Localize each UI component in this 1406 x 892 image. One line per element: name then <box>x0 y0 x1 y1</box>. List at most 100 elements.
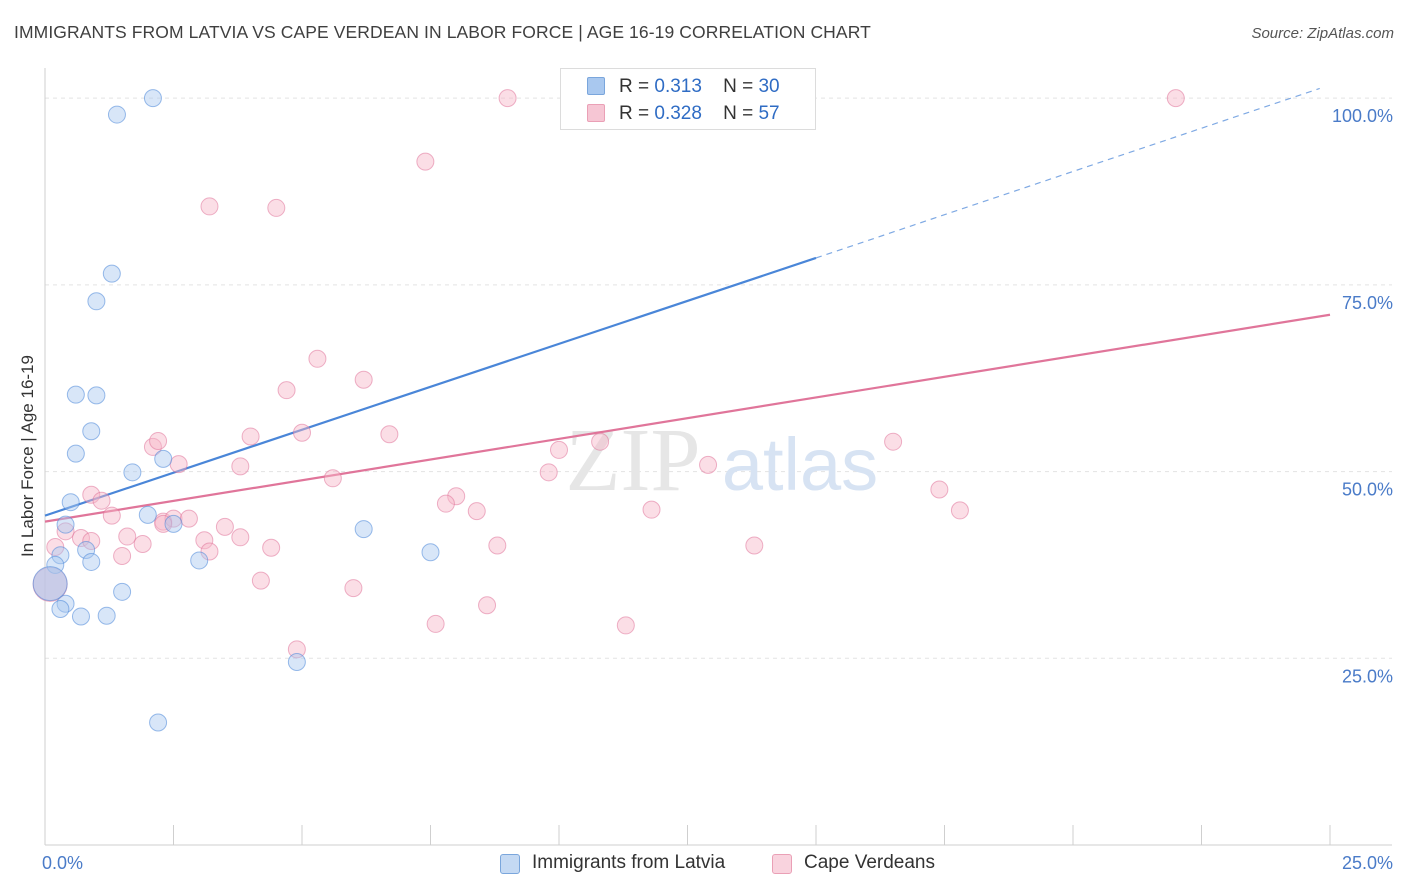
data-point-latvia[interactable] <box>71 607 90 626</box>
data-point-cape-verdean[interactable] <box>488 536 507 555</box>
data-point-cape-verdean[interactable] <box>149 431 168 450</box>
gridlines <box>45 97 1392 659</box>
data-point-cape-verdean[interactable] <box>231 457 250 476</box>
data-point-latvia[interactable] <box>149 713 168 732</box>
data-point-latvia[interactable] <box>66 385 85 404</box>
data-point-latvia[interactable] <box>287 653 306 672</box>
data-point-latvia[interactable] <box>61 493 80 512</box>
data-point-cape-verdean[interactable] <box>241 427 260 446</box>
source-credit: Source: ZipAtlas.com <box>1251 25 1394 42</box>
data-point-cape-verdean[interactable] <box>550 440 568 459</box>
data-point-cape-verdean[interactable] <box>56 522 75 541</box>
data-point-cape-verdean[interactable] <box>113 546 132 565</box>
data-point-latvia[interactable] <box>77 540 96 559</box>
data-point-latvia[interactable] <box>190 551 209 570</box>
data-point-cape-verdean[interactable] <box>426 614 445 633</box>
data-point-cape-verdean[interactable] <box>169 455 188 474</box>
data-point-latvia[interactable] <box>138 505 157 524</box>
data-point-cape-verdean[interactable] <box>195 531 214 550</box>
legend-swatch-cape-verdean <box>772 854 792 874</box>
data-point-cape-verdean[interactable] <box>498 89 517 108</box>
data-point-cape-verdean[interactable] <box>884 432 903 451</box>
data-point-latvia[interactable] <box>66 444 85 463</box>
r-label: R = <box>619 76 650 97</box>
data-point-latvia[interactable] <box>102 264 121 283</box>
trend-line-cape-verdean <box>44 313 1331 523</box>
data-point-cape-verdean[interactable] <box>92 491 111 510</box>
data-point-cape-verdean[interactable] <box>344 579 363 598</box>
data-point-cape-verdean[interactable] <box>200 197 219 216</box>
data-point-latvia[interactable] <box>82 422 101 441</box>
data-point-latvia[interactable] <box>107 105 126 124</box>
data-point-latvia[interactable] <box>87 292 106 311</box>
data-point-cape-verdean[interactable] <box>699 455 718 474</box>
data-point-latvia[interactable] <box>51 599 70 618</box>
data-point-cape-verdean[interactable] <box>118 527 137 546</box>
data-point-cape-verdean[interactable] <box>143 437 162 456</box>
data-point-latvia[interactable] <box>87 386 106 405</box>
data-point-cape-verdean[interactable] <box>950 501 969 520</box>
data-point-cape-verdean[interactable] <box>200 542 219 561</box>
data-point-cape-verdean[interactable] <box>267 198 286 217</box>
data-point-cape-verdean[interactable] <box>323 469 342 488</box>
data-point-latvia[interactable] <box>421 543 440 562</box>
data-point-cape-verdean[interactable] <box>231 528 250 547</box>
trend-line-extension <box>815 87 1320 259</box>
data-point-latvia[interactable] <box>56 594 75 613</box>
data-point-cape-verdean[interactable] <box>930 480 949 499</box>
data-point-cape-verdean[interactable] <box>287 640 306 659</box>
data-point-cape-verdean[interactable] <box>215 517 234 536</box>
chart-title: IMMIGRANTS FROM LATVIA VS CAPE VERDEAN I… <box>14 22 871 42</box>
n-value: 57 <box>758 103 780 124</box>
data-point-cape-verdean[interactable] <box>591 432 610 451</box>
data-point-cape-verdean[interactable] <box>416 152 435 171</box>
data-point-latvia[interactable] <box>51 546 70 565</box>
data-point-cape-verdean[interactable] <box>179 509 198 528</box>
data-point-cape-verdean[interactable] <box>262 538 281 557</box>
data-point-cape-verdean[interactable] <box>380 425 399 444</box>
data-point-latvia[interactable] <box>32 566 68 602</box>
data-point-cape-verdean[interactable] <box>1166 89 1185 108</box>
data-point-latvia[interactable] <box>154 449 173 468</box>
data-point-cape-verdean[interactable] <box>277 381 296 400</box>
data-point-cape-verdean[interactable] <box>539 463 558 482</box>
data-point-latvia[interactable] <box>164 514 183 533</box>
data-point-latvia[interactable] <box>354 520 373 539</box>
data-point-latvia[interactable] <box>113 582 132 601</box>
r-label: R = <box>619 103 650 124</box>
x-tick-label: 25.0% <box>1342 853 1393 873</box>
data-point-cape-verdean[interactable] <box>293 423 311 442</box>
y-tick-label: 100.0% <box>1332 106 1393 126</box>
watermark-atlas: atlas <box>722 423 878 506</box>
swatch-latvia <box>587 77 605 95</box>
data-point-cape-verdean[interactable] <box>354 370 373 389</box>
data-point-latvia[interactable] <box>97 606 116 625</box>
data-point-cape-verdean[interactable] <box>102 506 121 525</box>
y-tick-label: 25.0% <box>1342 666 1393 686</box>
data-point-latvia[interactable] <box>123 463 142 482</box>
data-point-cape-verdean[interactable] <box>154 514 173 533</box>
data-point-cape-verdean[interactable] <box>164 509 183 528</box>
y-tick-label: 50.0% <box>1342 480 1393 500</box>
data-point-latvia[interactable] <box>82 552 101 571</box>
data-point-cape-verdean[interactable] <box>478 596 497 615</box>
data-point-cape-verdean[interactable] <box>82 485 101 504</box>
data-point-cape-verdean[interactable] <box>642 500 661 519</box>
data-point-latvia[interactable] <box>143 89 162 108</box>
data-point-cape-verdean[interactable] <box>251 571 270 590</box>
data-point-cape-verdean[interactable] <box>616 616 635 635</box>
data-point-cape-verdean[interactable] <box>447 487 466 506</box>
data-point-latvia[interactable] <box>56 515 75 534</box>
data-point-cape-verdean[interactable] <box>133 535 152 554</box>
data-point-cape-verdean[interactable] <box>745 536 764 555</box>
data-point-cape-verdean[interactable] <box>436 494 455 513</box>
data-points <box>32 89 1185 732</box>
data-point-cape-verdean[interactable] <box>467 502 486 521</box>
n-value: 30 <box>758 76 780 97</box>
data-point-cape-verdean[interactable] <box>71 529 90 548</box>
data-point-cape-verdean[interactable] <box>308 349 327 368</box>
x-tick-label: 0.0% <box>42 853 83 873</box>
data-point-cape-verdean[interactable] <box>82 532 101 551</box>
r-value: 0.313 <box>654 76 702 97</box>
